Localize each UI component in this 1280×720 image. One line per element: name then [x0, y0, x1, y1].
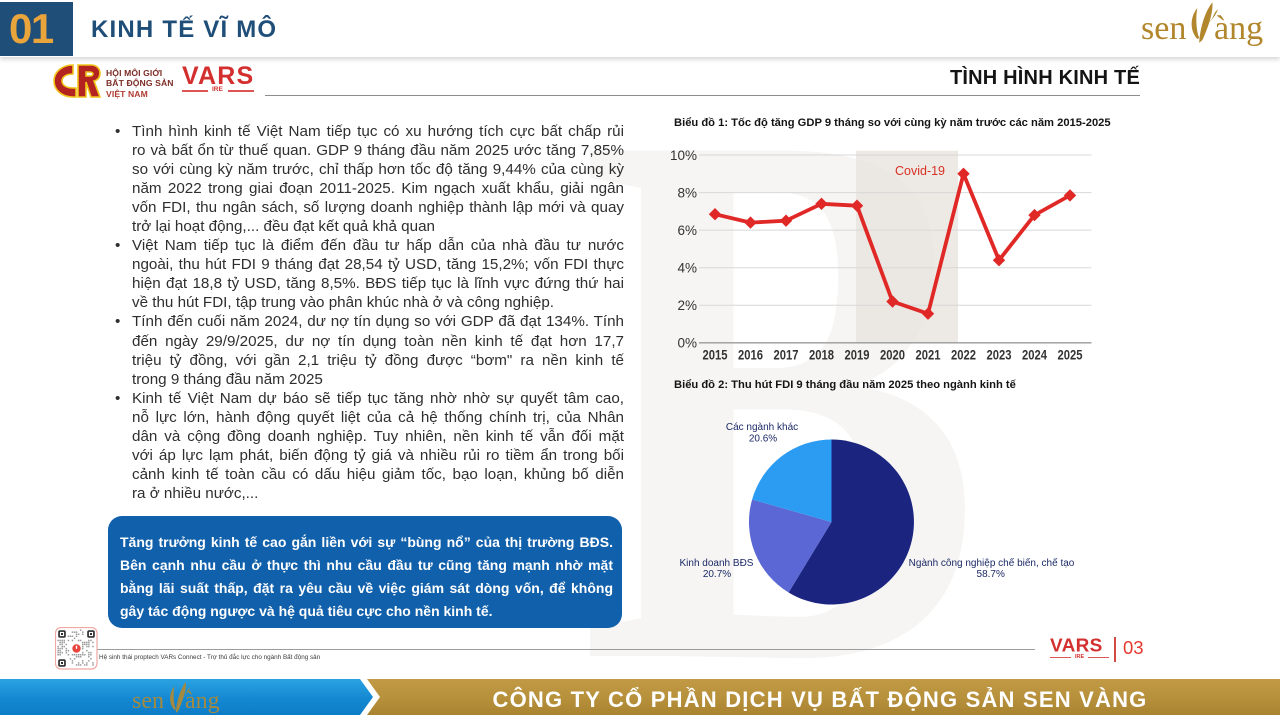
svg-text:2025: 2025 — [1058, 348, 1083, 363]
svg-text:6%: 6% — [677, 223, 697, 238]
svg-text:2017: 2017 — [774, 348, 799, 363]
svg-text:2019: 2019 — [845, 348, 870, 363]
svg-text:0%: 0% — [677, 336, 697, 351]
svg-text:2%: 2% — [677, 298, 697, 313]
svg-text:2018: 2018 — [809, 348, 834, 363]
svg-text:2021: 2021 — [916, 348, 941, 363]
svg-text:2015: 2015 — [703, 348, 728, 363]
svg-text:2023: 2023 — [987, 348, 1012, 363]
svg-text:2020: 2020 — [880, 348, 905, 363]
svg-text:Covid-19: Covid-19 — [895, 164, 945, 178]
svg-text:58.7%: 58.7% — [977, 569, 1005, 580]
svg-text:4%: 4% — [677, 261, 697, 276]
svg-text:20.6%: 20.6% — [749, 434, 777, 445]
svg-text:2022: 2022 — [951, 348, 976, 363]
svg-text:Ngành công nghiệp chế biến, ch: Ngành công nghiệp chế biến, chế tạo — [909, 557, 1075, 569]
svg-text:2016: 2016 — [738, 348, 763, 363]
svg-text:8%: 8% — [677, 185, 697, 200]
svg-text:Các ngành khác: Các ngành khác — [726, 422, 798, 433]
svg-text:20.7%: 20.7% — [703, 569, 731, 580]
svg-text:2024: 2024 — [1022, 348, 1047, 363]
svg-text:10%: 10% — [670, 148, 697, 163]
svg-text:Kinh doanh BĐS: Kinh doanh BĐS — [680, 558, 754, 569]
